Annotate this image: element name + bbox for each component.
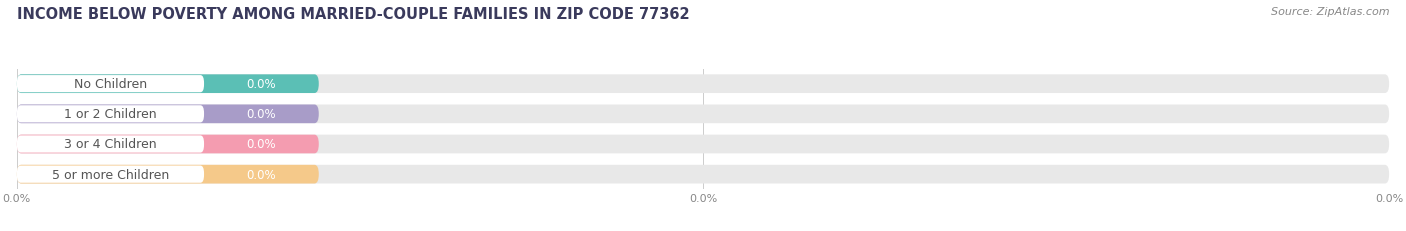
Text: Source: ZipAtlas.com: Source: ZipAtlas.com <box>1271 7 1389 17</box>
FancyBboxPatch shape <box>17 105 1389 124</box>
Text: No Children: No Children <box>75 78 148 91</box>
FancyBboxPatch shape <box>17 75 1389 94</box>
FancyBboxPatch shape <box>17 135 319 154</box>
Text: 0.0%: 0.0% <box>246 78 276 91</box>
FancyBboxPatch shape <box>17 165 1389 184</box>
FancyBboxPatch shape <box>17 105 319 124</box>
Text: 0.0%: 0.0% <box>246 168 276 181</box>
FancyBboxPatch shape <box>17 135 1389 154</box>
FancyBboxPatch shape <box>17 136 204 153</box>
Text: 0.0%: 0.0% <box>246 138 276 151</box>
Text: 0.0%: 0.0% <box>246 108 276 121</box>
FancyBboxPatch shape <box>17 106 204 123</box>
FancyBboxPatch shape <box>17 166 204 183</box>
Text: 5 or more Children: 5 or more Children <box>52 168 169 181</box>
FancyBboxPatch shape <box>17 76 204 93</box>
Text: 1 or 2 Children: 1 or 2 Children <box>65 108 157 121</box>
Text: INCOME BELOW POVERTY AMONG MARRIED-COUPLE FAMILIES IN ZIP CODE 77362: INCOME BELOW POVERTY AMONG MARRIED-COUPL… <box>17 7 689 22</box>
FancyBboxPatch shape <box>17 75 319 94</box>
Text: 3 or 4 Children: 3 or 4 Children <box>65 138 157 151</box>
FancyBboxPatch shape <box>17 165 319 184</box>
